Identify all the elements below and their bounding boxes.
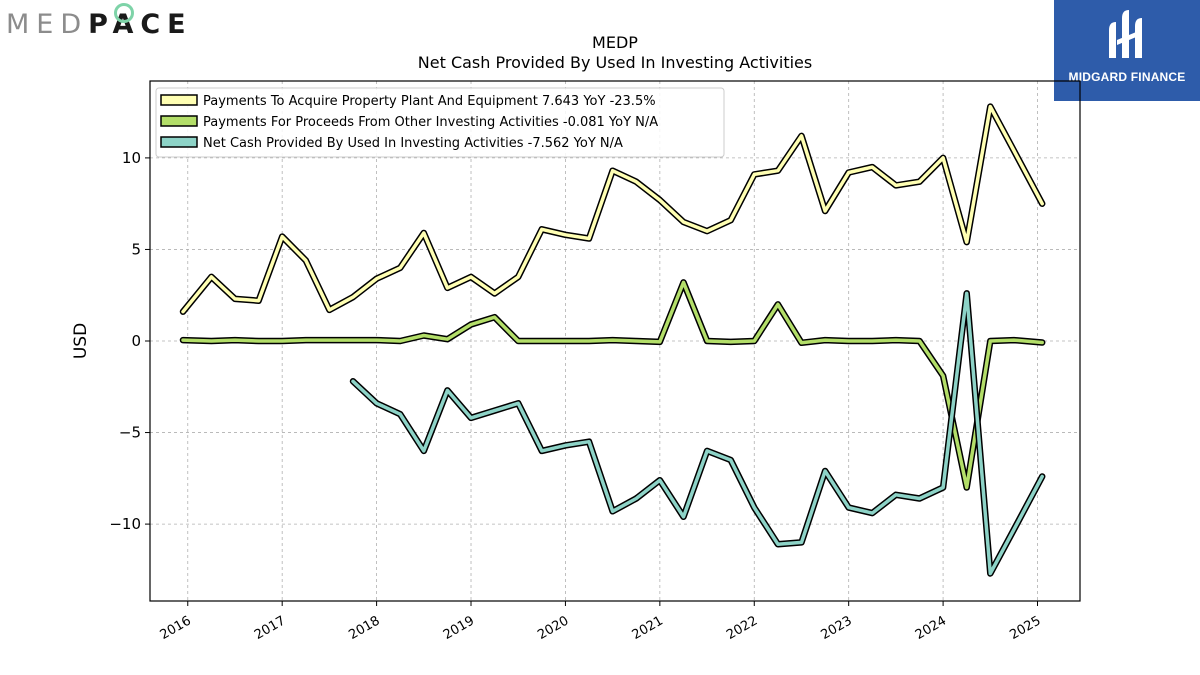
legend-swatch (160, 94, 198, 106)
y-tick-label: 10 (122, 149, 141, 167)
x-tick-label: 2024 (913, 613, 949, 643)
logo-med-text: MED (6, 8, 89, 40)
chart-subtitle: Net Cash Provided By Used In Investing A… (418, 53, 812, 72)
series-line (181, 280, 1044, 490)
series-group (349, 290, 1046, 577)
legend-entry-label: Payments To Acquire Property Plant And E… (203, 94, 656, 109)
series-layer (179, 103, 1046, 577)
x-tick-label: 2022 (724, 613, 760, 643)
y-tick-label: −5 (119, 424, 141, 442)
x-tick-label: 2019 (441, 613, 477, 643)
midgard-finance-logo: MIDGARD FINANCE (1054, 0, 1200, 101)
logo-pace-text: PACE (88, 2, 193, 40)
legend-box (155, 87, 725, 158)
series-line-outline (179, 279, 1046, 491)
x-tick-label: 2016 (158, 613, 194, 643)
x-tick-label: 2017 (252, 613, 288, 643)
midgard-brand-text: MIDGARD FINANCE (1068, 70, 1186, 84)
series-group (179, 103, 1046, 315)
legend-swatch (160, 136, 198, 148)
midgard-emblem-icon (1109, 10, 1142, 58)
x-tick-label: 2025 (1007, 613, 1043, 643)
legend-entry-label: Net Cash Provided By Used In Investing A… (203, 136, 623, 151)
series-line (351, 291, 1044, 576)
tick-layer: −10 −5 0 5 10 2016 2017 2018 2019 2020 2021 2022 202… (109, 149, 1043, 643)
x-tick-label: 2018 (346, 613, 382, 643)
y-tick-label: 5 (131, 240, 141, 258)
chart-title: MEDP (592, 33, 638, 52)
series-line (181, 104, 1044, 314)
legend: Payments To Acquire Property Plant And E… (155, 87, 725, 158)
medpace-logo: MED PACE (6, 2, 193, 44)
x-tick-label: 2021 (630, 613, 666, 643)
x-tick-label: 2023 (819, 613, 855, 643)
series-group (179, 279, 1046, 491)
y-axis-label: USD (71, 323, 91, 359)
legend-entry-label: Payments For Proceeds From Other Investi… (203, 115, 658, 130)
legend-swatch (160, 115, 198, 127)
x-tick-label: 2020 (535, 613, 571, 643)
logo-pace-word: PACE (88, 8, 193, 40)
y-tick-label: −10 (109, 515, 141, 533)
y-tick-label: 0 (131, 332, 141, 350)
logo-ring-icon (114, 2, 135, 23)
